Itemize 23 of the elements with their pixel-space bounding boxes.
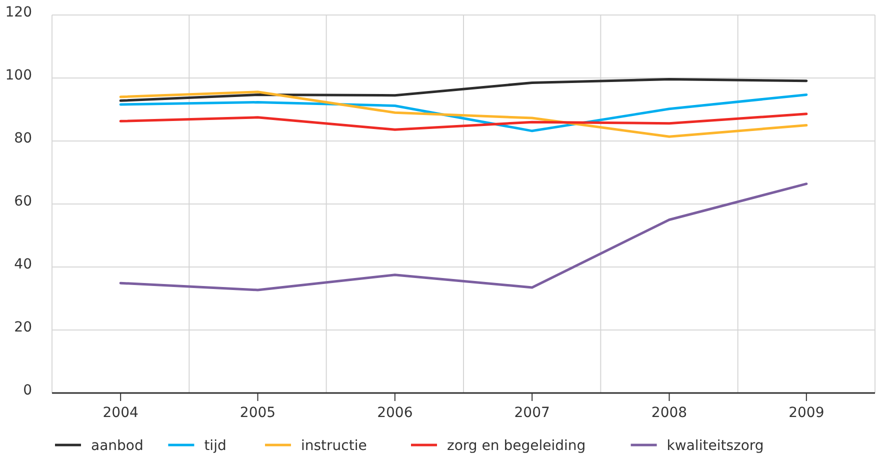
- line-series: [119, 112, 808, 131]
- line-series: [119, 78, 808, 102]
- legend-label: aanbod: [91, 438, 144, 454]
- y-tick-label: 20: [14, 319, 32, 336]
- x-tick-label: 2009: [788, 405, 824, 421]
- y-tick-label: 120: [5, 4, 32, 20]
- line-series: [119, 182, 808, 292]
- y-tick-label: 60: [14, 193, 32, 210]
- line-series: [119, 93, 808, 132]
- y-tick-label: 0: [23, 382, 32, 398]
- x-tick-label: 2007: [514, 405, 550, 421]
- y-tick-label: 40: [14, 256, 32, 272]
- legend-label: zorg en begeleiding: [447, 438, 586, 454]
- line-series: [119, 90, 808, 138]
- legend-label: instructie: [301, 438, 367, 454]
- x-tick-label: 2006: [377, 405, 413, 421]
- legend-label: kwaliteitszorg: [666, 438, 764, 454]
- x-tick-label: 2008: [651, 405, 688, 421]
- x-tick-label: 2004: [102, 405, 138, 421]
- y-tick-label: 80: [14, 130, 32, 146]
- legend-label: tijd: [204, 438, 226, 454]
- y-tick-label: 100: [5, 67, 32, 84]
- x-tick-label: 2005: [240, 405, 276, 421]
